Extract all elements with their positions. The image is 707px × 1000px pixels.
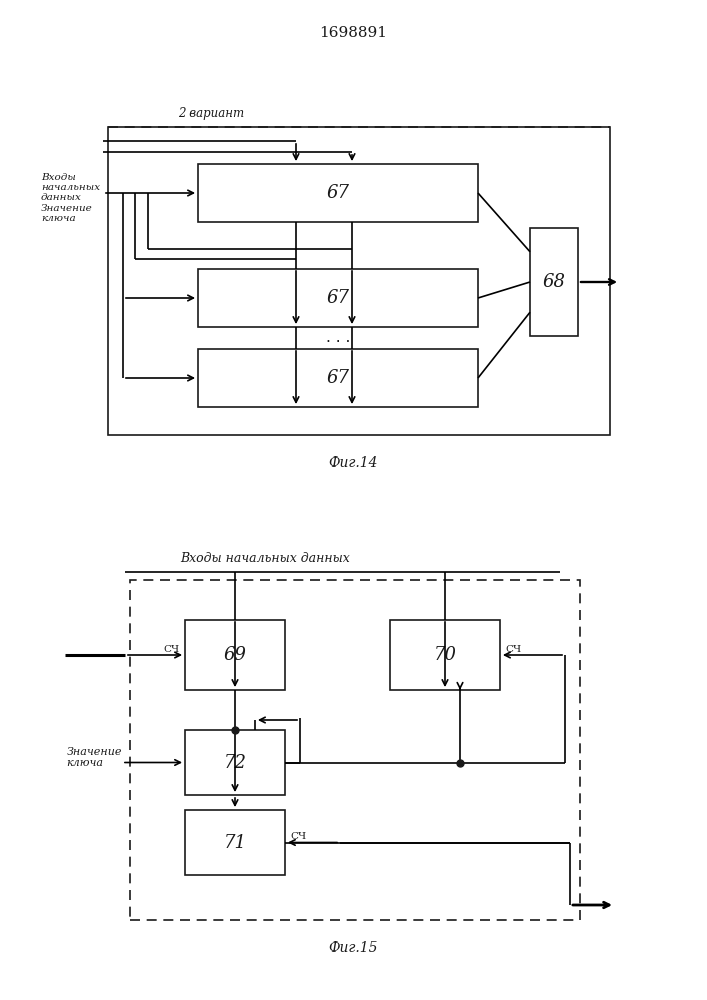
FancyBboxPatch shape [390, 620, 500, 690]
Text: 2 вариант: 2 вариант [178, 107, 244, 120]
FancyBboxPatch shape [198, 349, 478, 407]
Text: 72: 72 [223, 754, 247, 772]
Text: 1698891: 1698891 [319, 26, 387, 40]
Text: 68: 68 [542, 273, 566, 291]
Text: СЧ: СЧ [505, 645, 521, 654]
Text: Значение
ключа: Значение ключа [66, 747, 122, 768]
FancyBboxPatch shape [185, 810, 285, 875]
Text: . . .: . . . [326, 330, 350, 346]
FancyBboxPatch shape [198, 269, 478, 327]
Text: 70: 70 [433, 646, 457, 664]
FancyBboxPatch shape [185, 730, 285, 795]
FancyBboxPatch shape [530, 228, 578, 336]
Text: Входы начальных данных: Входы начальных данных [180, 552, 350, 565]
Text: Фиг.14: Фиг.14 [328, 456, 378, 470]
Text: 67: 67 [327, 184, 349, 202]
Text: Фиг.15: Фиг.15 [328, 941, 378, 955]
Text: 69: 69 [223, 646, 247, 664]
Text: 67: 67 [327, 289, 349, 307]
Text: Входы
начальных
данных
Значение
ключа: Входы начальных данных Значение ключа [41, 173, 100, 223]
Text: СЧ: СЧ [164, 645, 180, 654]
Text: 71: 71 [223, 834, 247, 852]
FancyBboxPatch shape [185, 620, 285, 690]
Text: 67: 67 [327, 369, 349, 387]
FancyBboxPatch shape [198, 164, 478, 222]
Text: СЧ: СЧ [290, 832, 306, 841]
